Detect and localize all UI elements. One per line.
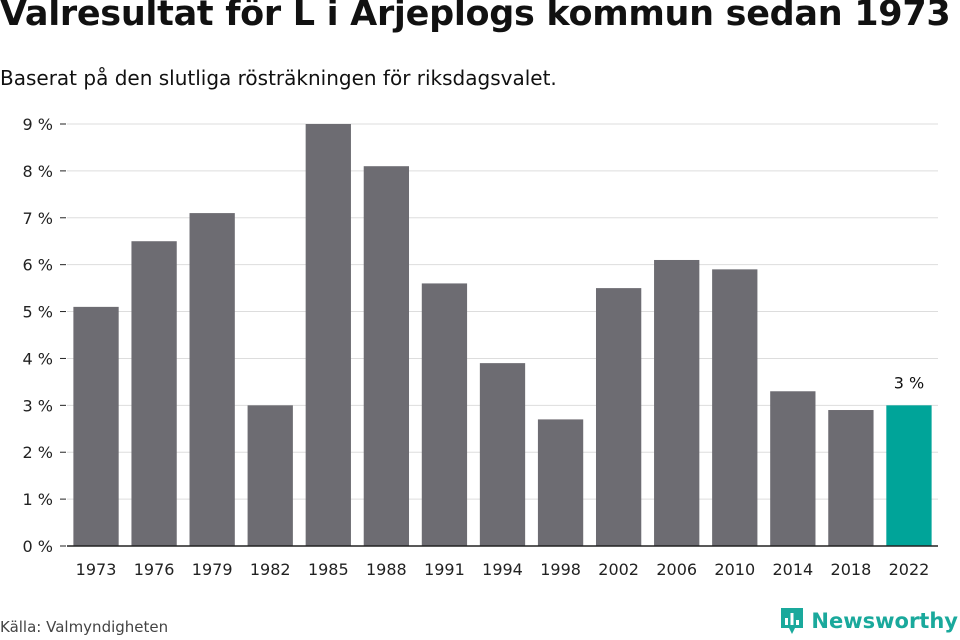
data-label: 3 % [894,373,924,392]
bar-1976 [131,241,177,546]
bar-1973 [73,306,119,546]
x-tick-label: 2018 [831,560,872,579]
y-tick-label: 0 % [23,537,53,556]
bar-2022 [886,405,932,546]
bar-1994 [479,363,526,546]
y-tick-label: 4 % [23,349,53,368]
x-tick-label: 1985 [308,560,349,579]
x-tick-label: 2010 [714,560,755,579]
y-axis-ticks: 0 % 1 % 2 % 3 % 4 % 5 % 6 % 7 % 8 % 9 % [23,115,66,556]
x-tick-label: 1998 [540,560,581,579]
source-note: Källa: Valmyndigheten [0,618,169,636]
bar-2002 [595,288,642,546]
y-tick-label: 9 % [23,115,53,134]
x-tick-label: 2022 [889,560,930,579]
bars [73,124,932,546]
bar-2010 [712,269,758,546]
x-tick-label: 1973 [76,560,117,579]
x-tick-label: 1988 [366,560,407,579]
x-tick-label: 2006 [656,560,697,579]
x-tick-label: 2002 [598,560,639,579]
x-tick-label: 2014 [772,560,813,579]
bar-2006 [654,259,700,546]
bar-2018 [828,410,874,546]
bar-1998 [537,419,584,546]
newsworthy-logo-icon [781,608,804,634]
bar-chart: 0 %1 %2 %3 %4 %5 %6 %7 %8 %9 % 1973 1976 1… [23,115,938,579]
y-tick-label: 7 % [23,209,53,228]
brand-name: Newsworthy [811,609,958,633]
y-tick-label: 8 % [23,162,53,181]
data-labels: 3 % [894,373,924,392]
x-axis-ticks: 1973 1976 1979 1982 1985 1988 1991 1994 1998 2002… [76,560,930,579]
y-tick-label: 2 % [23,443,53,462]
x-tick-label: 1991 [424,560,465,579]
bar-1979 [189,213,235,546]
bar-1988 [363,166,410,546]
x-tick-label: 1982 [250,560,291,579]
chart-title: Valresultat för L i Arjeplogs kommun sed… [0,0,951,34]
y-tick-label: 3 % [23,396,53,415]
bar-1982 [247,405,293,546]
bar-2014 [770,391,816,546]
brand: Newsworthy [779,606,958,636]
bar-1991 [421,283,468,546]
x-tick-label: 1994 [482,560,523,579]
x-tick-label: 1979 [192,560,233,579]
y-tick-label: 1 % [23,490,53,509]
chart-subtitle: Baserat på den slutliga rösträkningen fö… [0,66,557,90]
bar-1985 [305,124,351,546]
y-tick-label: 5 % [23,303,53,322]
x-tick-label: 1976 [134,560,175,579]
y-tick-label: 6 % [23,256,53,275]
